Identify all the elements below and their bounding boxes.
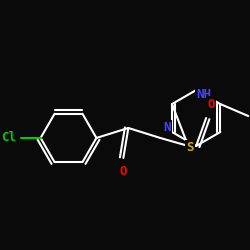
- Text: O: O: [120, 165, 127, 178]
- Text: O: O: [207, 98, 215, 110]
- Text: Cl: Cl: [1, 132, 16, 144]
- Text: NH: NH: [197, 88, 212, 101]
- Text: S: S: [186, 142, 194, 154]
- Text: N: N: [163, 122, 171, 134]
